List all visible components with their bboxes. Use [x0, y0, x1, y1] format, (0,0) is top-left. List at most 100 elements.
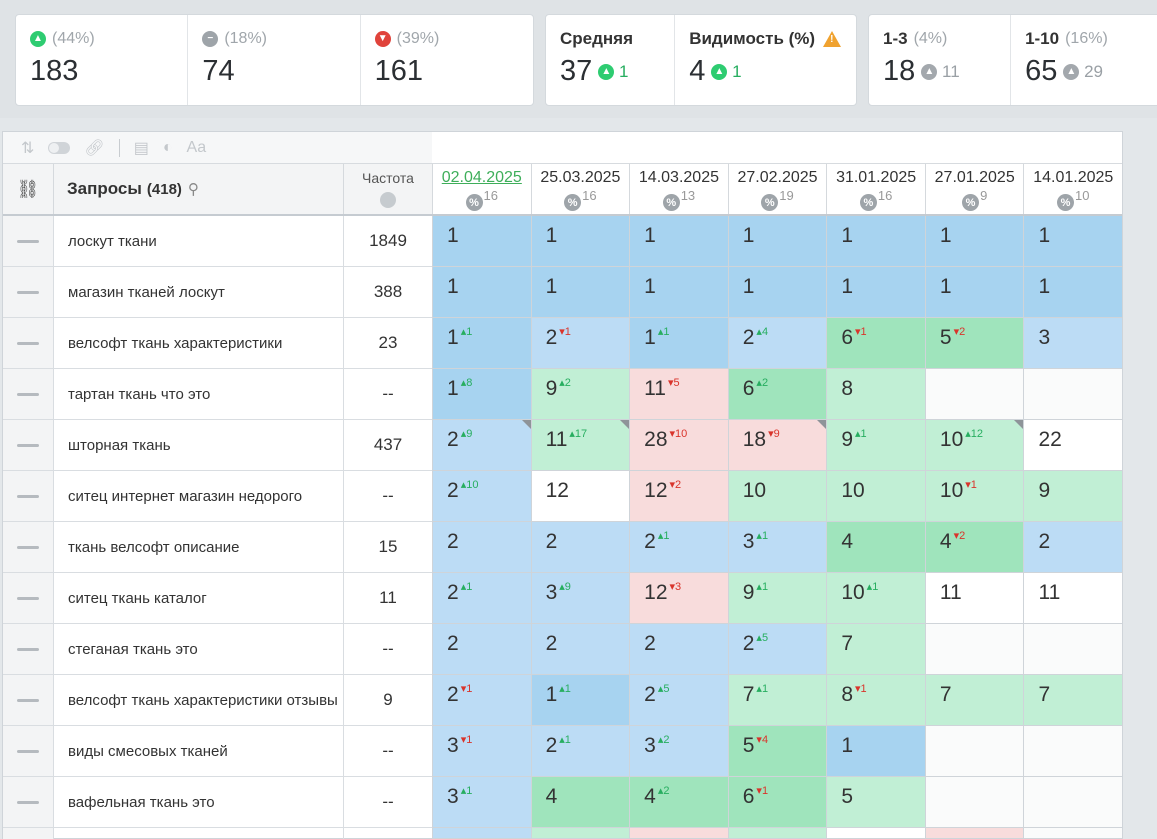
row-handle[interactable]	[3, 369, 54, 419]
row-handle[interactable]	[3, 777, 54, 827]
position-cell[interactable]: 2 ▴9	[432, 420, 531, 470]
position-cell[interactable]	[924, 777, 1024, 827]
row-handle[interactable]	[3, 828, 54, 839]
position-cell[interactable]: 5	[826, 777, 925, 827]
position-cell[interactable]: 4	[826, 522, 925, 572]
position-cell[interactable]: 1 ▴1	[629, 318, 728, 368]
row-handle[interactable]	[3, 726, 54, 776]
position-cell[interactable]: 11 ▾5	[629, 369, 728, 419]
position-cell[interactable]	[1023, 828, 1122, 838]
table-row[interactable]	[3, 828, 432, 839]
link-column-icon[interactable]: ⛓	[3, 164, 54, 214]
table-row[interactable]: ситец ткань каталог 11	[3, 573, 432, 624]
query-text[interactable]	[54, 828, 344, 839]
position-cell[interactable]: 2 ▴1	[432, 573, 531, 623]
query-text[interactable]: вафельная ткань это	[54, 777, 344, 827]
table-row[interactable]: шторная ткань 437	[3, 420, 432, 471]
table-row[interactable]: ткань велсофт описание 15	[3, 522, 432, 573]
position-cell[interactable]: 4 ▾2	[924, 522, 1024, 572]
row-handle[interactable]	[3, 675, 54, 725]
warning-icon[interactable]: !	[823, 31, 842, 47]
position-cell[interactable]: 9 ▴1	[826, 420, 925, 470]
position-cell[interactable]: 2 ▴1	[629, 522, 728, 572]
query-text[interactable]: ткань велсофт описание	[54, 522, 344, 572]
position-cell[interactable]	[629, 828, 728, 838]
position-cell[interactable]: 1 ▴8	[432, 369, 531, 419]
query-text[interactable]: велсофт ткань характеристики	[54, 318, 344, 368]
position-cell[interactable]: 2	[530, 624, 630, 674]
position-cell[interactable]: 3 ▴9	[530, 573, 630, 623]
position-cell[interactable]	[826, 828, 925, 838]
position-cell[interactable]: 1 ▴1	[530, 675, 630, 725]
position-cell[interactable]: 10	[826, 471, 925, 521]
query-text[interactable]: велсофт ткань характеристики отзывы	[54, 675, 344, 725]
table-row[interactable]: велсофт ткань характеристики 23	[3, 318, 432, 369]
row-handle[interactable]	[3, 420, 54, 470]
position-cell[interactable]: 9 ▴1	[727, 573, 827, 623]
query-text[interactable]: стеганая ткань это	[54, 624, 344, 674]
position-cell[interactable]: 1	[629, 216, 728, 266]
position-cell[interactable]: 8 ▾1	[826, 675, 925, 725]
position-cell[interactable]: 3	[1023, 318, 1122, 368]
position-cell[interactable]: 11	[924, 573, 1024, 623]
position-cell[interactable]: 18 ▾9	[727, 420, 827, 470]
position-cell[interactable]: 7	[826, 624, 925, 674]
position-cell[interactable]: 1	[1023, 216, 1122, 266]
position-cell[interactable]	[924, 624, 1024, 674]
query-text[interactable]: шторная ткань	[54, 420, 344, 470]
position-cell[interactable]: 2	[530, 522, 630, 572]
table-row[interactable]: велсофт ткань характеристики отзывы 9	[3, 675, 432, 726]
query-text[interactable]: ситец ткань каталог	[54, 573, 344, 623]
position-cell[interactable]: 1	[826, 726, 925, 776]
query-text[interactable]: лоскут ткани	[54, 216, 344, 266]
position-cell[interactable]: 8	[826, 369, 925, 419]
frequency-column-header[interactable]: Частота	[344, 164, 432, 214]
font-size-icon[interactable]: Aa	[186, 138, 207, 156]
position-cell[interactable]: 2 ▴4	[727, 318, 827, 368]
position-cell[interactable]: 2 ▴5	[727, 624, 827, 674]
date-label[interactable]: 02.04.2025	[441, 169, 522, 186]
position-cell[interactable]: 1	[530, 267, 630, 317]
query-text[interactable]: виды смесовых тканей	[54, 726, 344, 776]
row-handle[interactable]	[3, 471, 54, 521]
table-row[interactable]: вафельная ткань это --	[3, 777, 432, 828]
position-cell[interactable]	[432, 828, 531, 838]
position-cell[interactable]: 6 ▾1	[826, 318, 925, 368]
position-cell[interactable]	[924, 828, 1024, 838]
row-handle[interactable]	[3, 267, 54, 317]
position-cell[interactable]: 7	[924, 675, 1024, 725]
position-cell[interactable]: 3 ▾1	[432, 726, 531, 776]
row-handle[interactable]	[3, 318, 54, 368]
position-cell[interactable]	[924, 369, 1024, 419]
position-cell[interactable]: 1	[432, 267, 531, 317]
position-cell[interactable]: 2 ▴10	[432, 471, 531, 521]
unchanged-stat[interactable]: − (18%) 74	[188, 15, 361, 105]
position-cell[interactable]: 2 ▾1	[432, 675, 531, 725]
position-cell[interactable]	[1023, 726, 1122, 776]
position-cell[interactable]: 28 ▾10	[629, 420, 728, 470]
position-cell[interactable]: 7 ▴1	[727, 675, 827, 725]
row-handle[interactable]	[3, 216, 54, 266]
position-cell[interactable]: 1	[924, 216, 1024, 266]
position-cell[interactable]: 2 ▴1	[530, 726, 630, 776]
position-cell[interactable]: 2 ▴5	[629, 675, 728, 725]
row-handle[interactable]	[3, 624, 54, 674]
position-cell[interactable]	[924, 726, 1024, 776]
position-cell[interactable]: 11 ▴17	[530, 420, 630, 470]
position-cell[interactable]: 4 ▴2	[629, 777, 728, 827]
position-cell[interactable]: 3 ▴1	[727, 522, 827, 572]
position-cell[interactable]: 2	[629, 624, 728, 674]
position-cell[interactable]: 10 ▾1	[924, 471, 1024, 521]
position-cell[interactable]: 2	[1023, 522, 1122, 572]
position-cell[interactable]: 1 ▴1	[432, 318, 531, 368]
position-cell[interactable]: 12 ▾3	[629, 573, 728, 623]
table-row[interactable]: тартан ткань что это --	[3, 369, 432, 420]
position-cell[interactable]: 9	[1023, 471, 1122, 521]
table-row[interactable]: стеганая ткань это --	[3, 624, 432, 675]
date-column-header[interactable]: 14.03.2025% 13	[629, 164, 728, 214]
table-row[interactable]: лоскут ткани 1849	[3, 216, 432, 267]
search-icon[interactable]: ⚲	[187, 181, 199, 198]
query-text[interactable]: ситец интернет магазин недорого	[54, 471, 344, 521]
position-cell[interactable]: 3 ▴2	[629, 726, 728, 776]
table-row[interactable]: виды смесовых тканей --	[3, 726, 432, 777]
